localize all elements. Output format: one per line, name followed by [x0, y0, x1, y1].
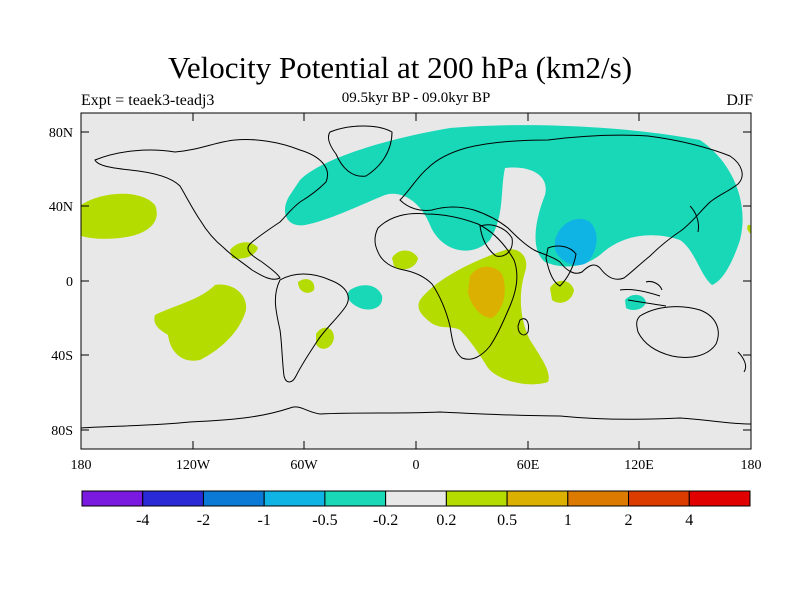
lat-label-40n: 40N	[49, 200, 73, 215]
coastline-north-america	[94, 139, 328, 280]
season-label: DJF	[726, 92, 753, 109]
contour-region-west-africa-positive	[392, 250, 418, 270]
colorbar-swatch	[445, 490, 508, 507]
colorbar	[81, 490, 751, 507]
colorbar-swatch	[263, 490, 326, 507]
contour-region-indonesia-negative	[625, 294, 646, 310]
coastline-arabia	[479, 224, 513, 257]
contour-region-south-america-positive	[298, 279, 315, 293]
contour-region-south-pacific-positive	[154, 284, 247, 361]
colorbar-swatch	[567, 490, 630, 507]
lat-label-0: 0	[66, 275, 73, 290]
colorbar-label: 2	[625, 512, 633, 529]
lon-label-120e: 120E	[624, 458, 654, 473]
lat-label-40s: 40S	[51, 349, 73, 364]
chart-subtitle: 09.5kyr BP - 09.0kyr BP	[341, 90, 491, 106]
contour-region-tibet-negative	[555, 218, 597, 266]
contour-region-south-atlantic-positive	[316, 327, 334, 349]
colorbar-label: -1	[258, 512, 271, 529]
lon-label-180w: 180	[71, 458, 92, 473]
coastline-new-zealand	[737, 351, 747, 373]
colorbar-label: -0.2	[373, 512, 398, 529]
contour-region-east-africa-core	[468, 266, 505, 318]
colorbar-swatch	[385, 490, 447, 507]
colorbar-label: -2	[197, 512, 210, 529]
colorbar-swatch	[202, 490, 265, 507]
latitude-axis	[81, 131, 751, 431]
colorbar-label: 1	[564, 512, 572, 529]
colorbar-labels: -4 -2 -1 -0.5 -0.2 0.2 0.5 1 2 4	[136, 512, 693, 529]
colorbar-label: 4	[685, 512, 693, 529]
lon-label-60w: 60W	[290, 458, 318, 473]
lon-label-60e: 60E	[517, 458, 540, 473]
lon-label-180e: 180	[741, 458, 762, 473]
coastline-madagascar	[517, 318, 529, 336]
colorbar-swatch	[324, 490, 387, 507]
colorbar-label: -4	[136, 512, 149, 529]
colorbar-swatch	[142, 490, 204, 507]
coastline-antarctica	[81, 406, 751, 429]
coastline-south-america	[274, 273, 349, 383]
contour-region-north-pacific-positive	[81, 193, 157, 239]
contour-region-indian-ocean-positive	[550, 280, 574, 303]
contour-region-north-pacific-east-positive	[747, 224, 751, 234]
coastline-japan	[689, 205, 699, 233]
colorbar-label: -0.5	[312, 512, 337, 529]
colorbar-swatch	[628, 490, 690, 507]
colorbar-label: 0.5	[497, 512, 517, 529]
longitude-axis	[192, 113, 640, 449]
experiment-label: Expt = teaek3-teadj3	[81, 92, 215, 109]
colorbar-swatch	[81, 490, 144, 507]
contour-region-eurasia-negative	[285, 125, 743, 285]
colorbar-swatch	[506, 490, 569, 507]
coastline-eurasia	[399, 134, 743, 280]
lat-label-80n: 80N	[49, 126, 73, 141]
colorbar-swatch	[688, 490, 751, 507]
colorbar-label: 0.2	[436, 512, 456, 529]
lon-label-0: 0	[413, 458, 420, 473]
coastline-australia	[636, 306, 719, 358]
lat-label-80s: 80S	[51, 424, 73, 439]
chart-title: Velocity Potential at 200 hPa (km2/s)	[167, 50, 633, 85]
coastline-india	[545, 245, 577, 287]
coastline-greenland	[327, 125, 393, 177]
lon-label-120w: 120W	[176, 458, 211, 473]
coastline-africa	[374, 213, 518, 360]
coastline-indonesia	[619, 281, 667, 307]
contour-region-atlantic-negative	[347, 285, 383, 310]
coastline-layer	[81, 125, 751, 429]
